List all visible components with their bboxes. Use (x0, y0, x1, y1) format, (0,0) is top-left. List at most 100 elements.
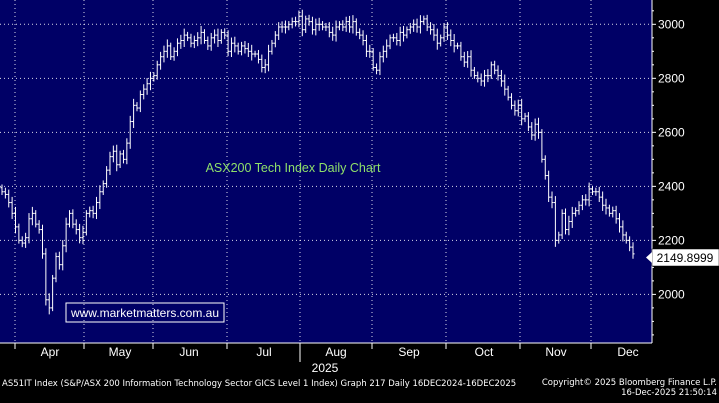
x-axis: Apr May Jun Jul Aug Sep Oct Nov Dec (0, 342, 652, 362)
ohlc-bar (115, 144, 119, 172)
ohlc-bar (277, 22, 281, 40)
x-tick-label: Nov (545, 345, 566, 359)
ohlc-bar (428, 22, 433, 35)
ohlc-bar (226, 30, 230, 57)
ohlc-bar (84, 210, 88, 236)
ohlc-bar (449, 29, 453, 47)
ohlc-bar (44, 248, 48, 306)
ohlc-bar (361, 30, 365, 46)
ohlc-bar (270, 39, 274, 55)
ohlc-bar (418, 15, 423, 34)
ohlc-bar (479, 73, 483, 86)
ohlc-bar (628, 236, 632, 252)
ohlc-bar (547, 170, 551, 203)
footer-copyright-line: Copyright© 2025 Bloomberg Finance L.P. (541, 378, 717, 388)
ohlc-bar (486, 69, 490, 83)
ohlc-bar (209, 32, 213, 51)
ohlc-bar (580, 194, 584, 211)
ohlc-bar (317, 17, 321, 31)
ohlc-bar (320, 21, 325, 31)
grid (0, 0, 652, 343)
ohlc-bar (13, 206, 18, 234)
ohlc-bar (0, 184, 4, 195)
ohlc-bar (212, 29, 217, 44)
footer-source: AS51IT Index (S&P/ASX 200 Information Te… (2, 379, 517, 389)
ohlc-bar (7, 189, 11, 208)
x-tick-label: Oct (475, 345, 494, 359)
ohlc-bar (381, 45, 385, 63)
ohlc-bar (30, 206, 34, 226)
ohlc-bar (10, 196, 14, 220)
ohlc-bar (472, 66, 477, 79)
ohlc-bar (233, 36, 237, 53)
ohlc-bar (455, 42, 460, 50)
ohlc-bar (351, 15, 355, 34)
ohlc-bar (331, 26, 335, 41)
ohlc-bar (145, 78, 149, 95)
ohlc-bar (607, 204, 611, 217)
ohlc-bar (597, 186, 601, 203)
ohlc-bar (310, 16, 315, 35)
ohlc-bar (71, 209, 75, 229)
ohlc-bar (334, 20, 338, 42)
ohlc-bar (236, 42, 240, 55)
x-tick-label: Apr (41, 345, 60, 359)
ohlc-bar (121, 149, 126, 164)
ohlc-bar (493, 60, 497, 75)
ohlc-bar (293, 16, 298, 27)
ohlc-bar (199, 25, 203, 45)
y-tick-label: 2200 (658, 233, 685, 247)
ohlc-bar (536, 117, 541, 139)
ohlc-bar (34, 210, 38, 228)
ohlc-bar (290, 17, 294, 29)
ohlc-bar (40, 224, 45, 259)
ohlc-bar (523, 112, 527, 123)
ohlc-bar (51, 274, 55, 312)
ohlc-bar (324, 22, 328, 32)
ohlc-bar (57, 251, 61, 270)
ohlc-bar (54, 252, 58, 283)
ohlc-bar (327, 22, 331, 38)
ohlc-bar (354, 18, 358, 36)
ohlc-bar (219, 29, 223, 44)
ohlc-bar (337, 21, 342, 31)
ohlc-bar (563, 208, 568, 235)
ohlc-bar (388, 34, 392, 50)
ohlc-series (0, 9, 635, 315)
ohlc-bar (189, 33, 193, 48)
ohlc-bar (196, 32, 200, 47)
ohlc-bar (223, 28, 227, 40)
ohlc-bar (243, 41, 247, 54)
ohlc-bar (482, 69, 487, 87)
chart-title: ASX200 Tech Index Daily Chart (206, 161, 381, 175)
ohlc-bar (256, 49, 261, 64)
ohlc-bar (499, 69, 504, 87)
ohlc-bar (374, 63, 379, 75)
ohlc-bar (631, 242, 635, 259)
ohlc-bar (543, 155, 547, 180)
year-label: 2025 (312, 361, 339, 375)
ohlc-bar (425, 14, 429, 32)
ohlc-bar (530, 122, 534, 140)
ohlc-bar (371, 48, 375, 71)
ohlc-bar (395, 32, 399, 46)
ohlc-bar (550, 191, 554, 209)
watermark-text: www.marketmatters.com.au (70, 306, 219, 320)
footer-copyright: Copyright© 2025 Bloomberg Finance L.P. 1… (542, 378, 717, 398)
ohlc-bar (368, 44, 372, 58)
ohlc-bar (17, 223, 21, 244)
ohlc-bar (135, 102, 139, 112)
ohlc-bar (513, 100, 517, 116)
ohlc-bar (496, 65, 500, 81)
ohlc-bar (601, 191, 605, 211)
ohlc-bar (131, 98, 136, 129)
y-tick-label: 2600 (658, 125, 685, 139)
ohlc-bar (37, 220, 41, 234)
ohlc-bar (307, 14, 311, 26)
x-tick-label: Sep (398, 345, 420, 359)
ohlc-bar (415, 18, 419, 33)
ohlc-bar (273, 31, 277, 48)
ohlc-bar (118, 150, 122, 168)
ohlc-bar (398, 26, 402, 47)
watermark-box (65, 302, 225, 323)
